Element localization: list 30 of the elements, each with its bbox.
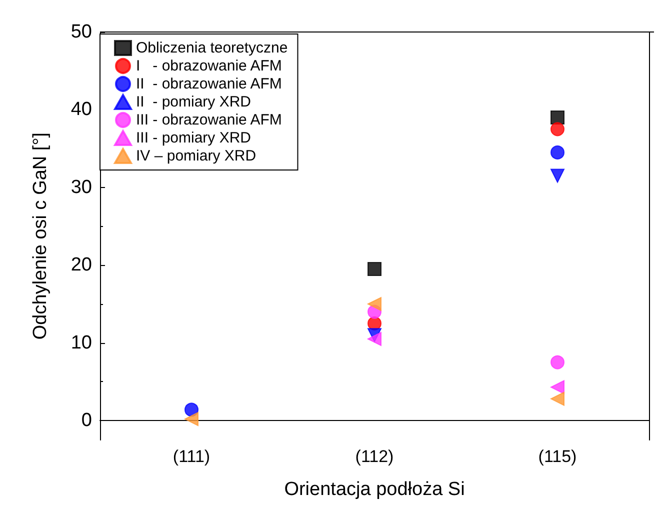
legend-label: II - obrazowanie AFM	[136, 76, 282, 92]
x-axis-title: Orientacja podłoża Si	[284, 479, 465, 500]
y-tick-label: 0	[81, 410, 92, 432]
legend-label: II - pomiary XRD	[136, 94, 252, 110]
y-tick-label: 30	[70, 176, 92, 198]
point	[184, 412, 198, 426]
point	[550, 380, 564, 394]
y-axis-title: Odchylenie osi c GaN [°]	[30, 132, 51, 340]
legend-label: Obliczenia teoretyczne	[136, 40, 288, 56]
point	[550, 392, 564, 406]
point	[368, 332, 382, 346]
point	[550, 168, 564, 183]
x-tick-label: (112)	[355, 447, 394, 466]
y-tick-label: 20	[70, 254, 92, 276]
point	[550, 355, 564, 370]
y-tick-label: 10	[70, 332, 92, 354]
x-tick-label: (115)	[538, 447, 577, 466]
legend-label: III - obrazowanie AFM	[136, 112, 282, 128]
point	[550, 110, 564, 124]
point	[184, 402, 198, 417]
point	[368, 297, 382, 311]
y-tick-label: 40	[70, 99, 92, 120]
point	[368, 262, 382, 276]
y-tick-label: 50	[70, 22, 92, 42]
point	[550, 145, 564, 160]
point	[550, 122, 564, 136]
legend-label: IV – pomiary XRD	[136, 148, 256, 164]
legend-label: I - obrazowanie AFM	[136, 58, 282, 74]
legend-label: III - pomiary XRD	[136, 130, 252, 146]
x-tick-label: (111)	[172, 447, 210, 466]
